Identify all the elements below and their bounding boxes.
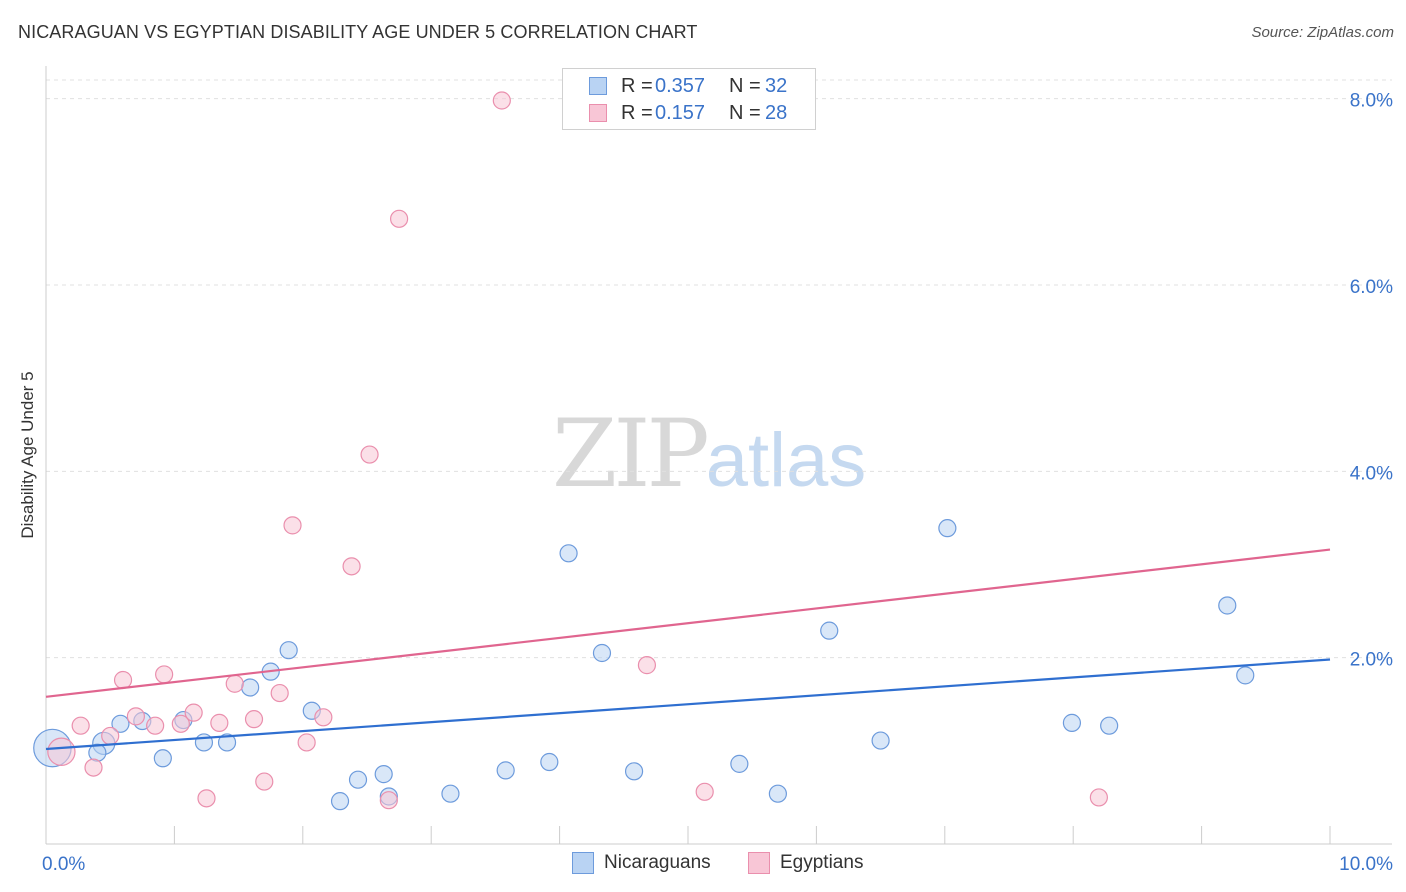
watermark-atlas: atlas: [705, 418, 867, 503]
nicaraguans-point: [374, 765, 393, 784]
nicaraguans-point: [279, 641, 298, 660]
legend-label-nicaraguans: Nicaraguans: [604, 852, 711, 873]
egyptians-point: [146, 716, 165, 735]
nicaraguans-point: [1100, 716, 1119, 735]
nicaraguans-point: [938, 519, 957, 538]
nicaraguans-point: [768, 784, 787, 803]
egyptians-point: [71, 716, 90, 735]
y-axis-label: Disability Age Under 5: [18, 371, 37, 539]
nicaraguans-point: [1062, 713, 1082, 732]
r-label: R =: [621, 74, 653, 97]
n-label: N =: [729, 74, 761, 97]
egyptians-point: [270, 683, 289, 703]
egyptians-point: [360, 445, 379, 464]
egyptians-point: [255, 772, 274, 791]
nicaraguans-point: [1236, 666, 1255, 685]
egyptians-point: [225, 674, 244, 693]
stats-legend-row-nicaraguans: R = 0.357 N = 32: [589, 74, 787, 98]
nicaraguans-point: [330, 792, 350, 811]
egyptians-point: [297, 733, 316, 752]
egyptians-point: [283, 516, 302, 535]
egyptians-point: [155, 665, 174, 684]
egyptians-trend-line: [45, 548, 1331, 698]
watermark: ZIPatlas: [552, 400, 866, 509]
egyptians-point: [113, 670, 133, 690]
egyptians-point: [197, 789, 216, 808]
legend-item-nicaraguans[interactable]: Nicaraguans: [572, 852, 711, 874]
nicaraguans-swatch: [589, 77, 607, 95]
r-value: 0.157: [655, 101, 706, 124]
egyptians-point: [379, 791, 398, 810]
egyptians-point: [390, 209, 409, 228]
source-credit: Source: ZipAtlas.com: [1251, 24, 1394, 41]
n-value: 28: [765, 101, 788, 124]
egyptians-point: [84, 758, 103, 777]
egyptians-swatch: [589, 104, 607, 122]
egyptians-point: [1089, 788, 1108, 807]
chart-title: NICARAGUAN VS EGYPTIAN DISABILITY AGE UN…: [18, 22, 698, 42]
legend-item-egyptians[interactable]: Egyptians: [748, 852, 863, 874]
egyptians-point: [637, 656, 657, 675]
egyptians-point: [47, 737, 76, 766]
y-tick-label: 2.0%: [1350, 650, 1393, 671]
nicaraguans-point: [592, 643, 612, 663]
watermark-zip: ZIP: [552, 400, 710, 509]
nicaraguans-trend-line: [45, 658, 1331, 751]
y-tick-label: 8.0%: [1350, 91, 1393, 112]
stats-legend-row-egyptians: R = 0.157 N = 28: [589, 101, 787, 125]
nicaraguans-point: [559, 544, 578, 563]
egyptians-point: [695, 782, 714, 801]
egyptians-point: [244, 710, 264, 729]
egyptians-point: [314, 708, 333, 727]
egyptians-point: [342, 557, 361, 576]
y-tick-label: 6.0%: [1350, 277, 1393, 298]
nicaraguans-point: [111, 714, 130, 733]
series-legend: Nicaraguans Egyptians: [0, 852, 1406, 876]
nicaraguans-point: [241, 678, 260, 697]
nicaraguans-legend-swatch: [572, 852, 594, 874]
nicaraguans-point: [624, 762, 644, 781]
nicaraguans-point: [153, 749, 172, 768]
nicaraguans-point: [348, 770, 368, 789]
nicaraguans-point: [496, 761, 515, 780]
r-label: R =: [621, 101, 653, 124]
egyptians-point: [101, 726, 120, 746]
egyptians-point: [126, 707, 145, 726]
nicaraguans-point: [540, 752, 559, 772]
nicaraguans-point: [820, 621, 839, 640]
x-tick-label: 0.0%: [42, 854, 85, 875]
egyptians-point: [492, 91, 511, 110]
nicaraguans-point: [217, 733, 237, 752]
nicaraguans-point: [730, 754, 749, 773]
egyptians-point: [171, 714, 190, 733]
egyptians-point: [210, 713, 229, 732]
egyptians-legend-swatch: [748, 852, 770, 874]
nicaraguans-point: [871, 731, 890, 750]
y-tick-label: 4.0%: [1350, 463, 1393, 484]
r-value: 0.357: [655, 74, 706, 97]
n-label: N =: [729, 101, 761, 124]
egyptians-point: [184, 703, 203, 722]
nicaraguans-point: [441, 784, 460, 803]
x-tick-label: 10.0%: [1339, 854, 1393, 875]
n-value: 32: [765, 74, 788, 97]
legend-label-egyptians: Egyptians: [780, 852, 864, 873]
nicaraguans-point: [1218, 596, 1237, 615]
stats-legend: R = 0.357 N = 32 R = 0.157 N = 28: [562, 68, 816, 130]
